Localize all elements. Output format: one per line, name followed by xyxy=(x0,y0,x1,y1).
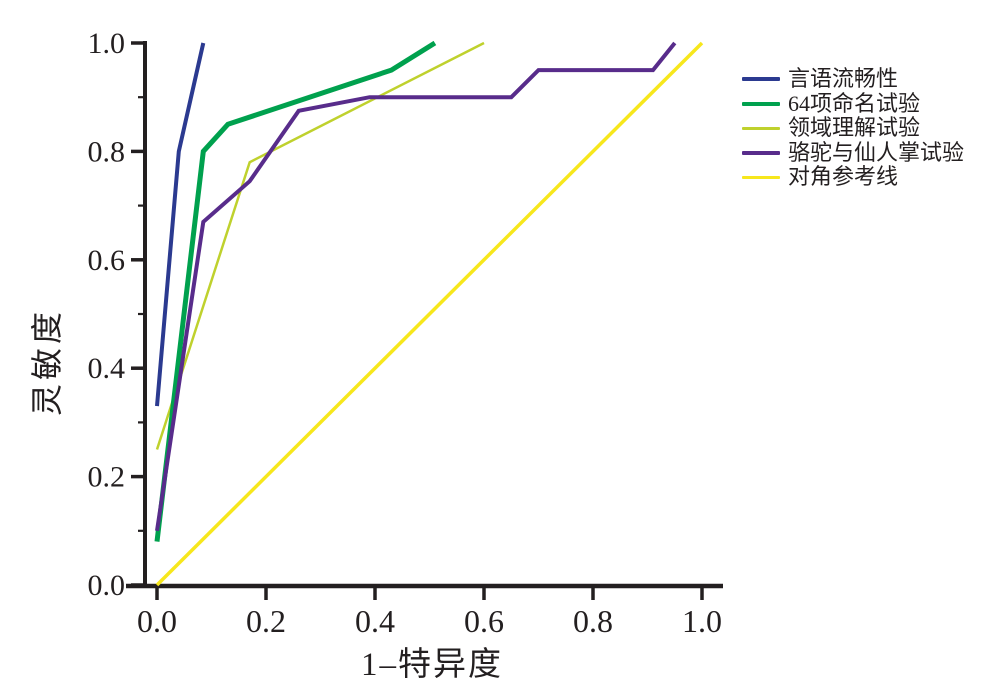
x-tick-label: 0.4 xyxy=(355,603,395,639)
y-tick-label: 0.0 xyxy=(88,569,126,602)
legend-line-swatch-domain-comprehension xyxy=(742,127,780,130)
y-tick-label: 1.0 xyxy=(88,27,126,60)
legend-label-camel-cactus: 骆驼与仙人掌试验 xyxy=(788,139,965,165)
legend-item-verbal-fluency: 言语流畅性 xyxy=(742,67,964,92)
x-tick-label: 0.8 xyxy=(573,603,613,639)
legend-item-reference-diagonal: 对角参考线 xyxy=(742,165,964,190)
legend-item-domain-comprehension: 领域理解试验 xyxy=(742,116,964,141)
legend-line-swatch-camel-cactus xyxy=(742,150,780,155)
legend-line-swatch-naming-64-item xyxy=(742,101,780,106)
legend-label-verbal-fluency: 言语流畅性 xyxy=(788,66,899,92)
legend-line-swatch-reference-diagonal xyxy=(742,175,780,179)
x-tick-label: 1.0 xyxy=(682,603,722,639)
legend-label-reference-diagonal: 对角参考线 xyxy=(788,164,899,190)
series-camel-cactus xyxy=(155,41,677,532)
x-tick-label: 0.0 xyxy=(137,603,177,639)
y-tick-label: 0.4 xyxy=(88,352,126,385)
series-naming-64-item xyxy=(154,40,437,542)
y-axis-title: 灵敏度 xyxy=(29,307,65,417)
legend-line-swatch-verbal-fluency xyxy=(742,77,780,82)
series-domain-comprehension xyxy=(155,41,485,450)
x-tick-label: 0.6 xyxy=(464,603,504,639)
legend-item-naming-64-item: 64项命名试验 xyxy=(742,90,964,117)
y-tick-label: 0.8 xyxy=(88,135,126,168)
y-tick-label: 0.2 xyxy=(88,461,126,494)
series-verbal-fluency xyxy=(155,42,206,407)
legend-label-domain-comprehension: 领域理解试验 xyxy=(788,115,921,141)
legend-label-naming-64-item: 64项命名试验 xyxy=(788,90,921,116)
series-reference-diagonal xyxy=(155,41,704,587)
y-tick-label: 0.6 xyxy=(88,244,126,277)
legend-item-camel-cactus: 骆驼与仙人掌试验 xyxy=(742,139,965,166)
legend: 言语流畅性 64项命名试验 领域理解试验 骆驼与仙人掌试验 对角参考线 xyxy=(742,67,964,190)
x-axis-title: 1–特异度 xyxy=(361,647,503,683)
x-tick-label: 0.2 xyxy=(246,603,286,639)
